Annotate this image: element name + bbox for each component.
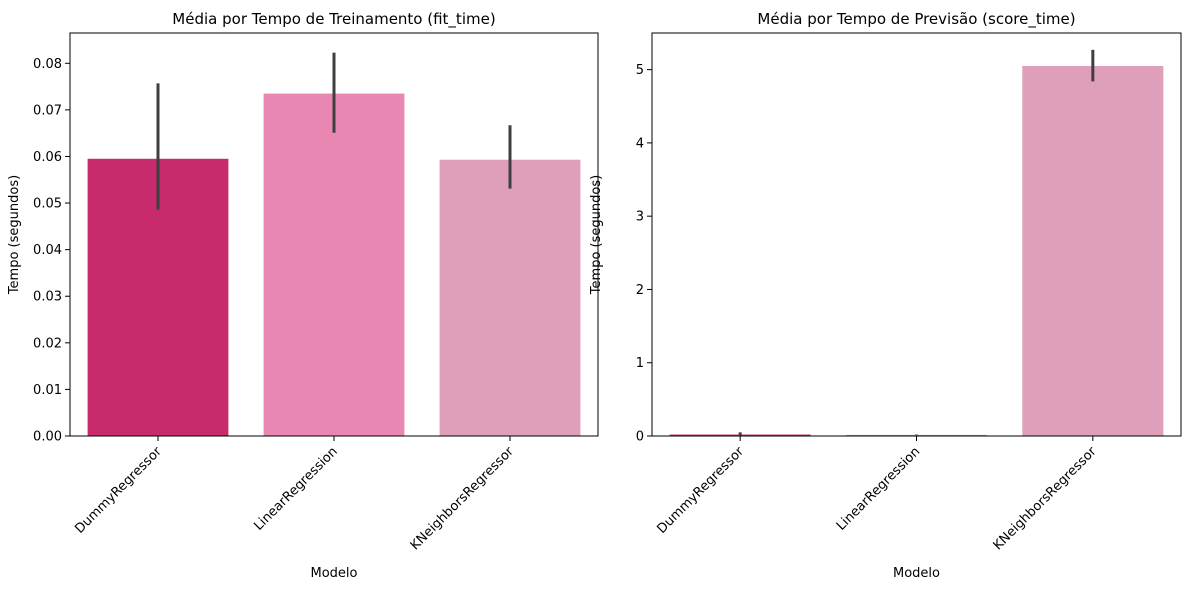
bar-LinearRegression — [845, 434, 988, 436]
y-tick-label: 0.01 — [33, 383, 62, 398]
y-tick-label: 3 — [636, 210, 644, 225]
chart-title: Média por Tempo de Treinamento (fit_time… — [172, 10, 495, 29]
y-tick-label: 1 — [636, 356, 644, 371]
x-axis-label: Modelo — [311, 566, 358, 581]
y-tick-label: 0.07 — [33, 103, 62, 118]
y-tick-label: 0 — [636, 430, 644, 445]
chart-fit-time: 0.00 0.01 0.02 0.03 0.04 0.05 0.06 0.07 0.08 Dumm… — [7, 10, 599, 581]
bar-KNeighborsRegressor — [1022, 65, 1164, 437]
y-tick-label: 0.03 — [33, 290, 62, 305]
y-tick-label: 5 — [636, 63, 644, 78]
y-tick-label: 0.04 — [33, 243, 62, 258]
bar-KNeighborsRegressor — [439, 159, 581, 436]
y-tick-label: 0.06 — [33, 150, 62, 165]
chart-title: Média por Tempo de Previsão (score_time) — [757, 10, 1075, 29]
y-axis-label: Tempo (segundos) — [7, 175, 22, 295]
chart-score-time: 0 1 2 3 4 5 DummyRegressor LinearRegression KNei… — [589, 10, 1182, 581]
bar-LinearRegression — [263, 93, 405, 437]
x-tick-label: LinearRegression — [251, 444, 340, 533]
y-tick-label: 4 — [636, 136, 644, 151]
y-axis-label: Tempo (segundos) — [589, 175, 604, 295]
y-tick-label: 0.02 — [33, 336, 62, 351]
y-tick-label: 2 — [636, 283, 644, 298]
y-tick-label: 0.00 — [33, 430, 62, 445]
x-tick-label: LinearRegression — [834, 444, 923, 533]
x-tick-label: DummyRegressor — [654, 444, 747, 537]
y-tick-label: 0.08 — [33, 57, 62, 72]
x-tick-label: DummyRegressor — [72, 444, 165, 537]
x-tick-label: KNeighborsRegressor — [991, 444, 1101, 554]
x-tick-label: KNeighborsRegressor — [408, 444, 518, 554]
x-axis-label: Modelo — [893, 566, 940, 581]
y-tick-label: 0.05 — [33, 197, 62, 212]
